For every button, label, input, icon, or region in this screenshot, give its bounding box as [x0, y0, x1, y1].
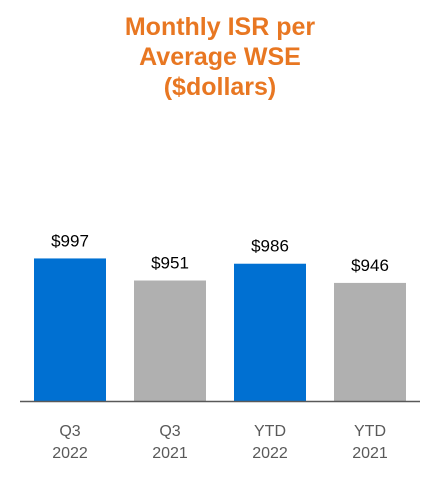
- data-label-1: $997: [51, 231, 89, 250]
- bar-3: [234, 263, 306, 401]
- chart-title: Monthly ISR per Average WSE ($dollars): [0, 12, 440, 102]
- x-tick-label-3-line-1: YTD: [254, 423, 286, 440]
- x-tick-label-1-line-1: Q3: [59, 423, 80, 440]
- bar-1: [34, 258, 106, 401]
- bar-4: [334, 282, 406, 401]
- data-label-2: $951: [151, 254, 189, 273]
- data-label-3: $986: [251, 237, 289, 256]
- x-tick-label-2-line-1: Q3: [159, 423, 180, 440]
- chart-title-line-3: ($dollars): [163, 73, 277, 101]
- chart-title-line-1: Monthly ISR per: [124, 13, 316, 41]
- bar-2: [134, 280, 206, 401]
- x-tick-label-2-line-2: 2021: [152, 445, 188, 462]
- x-tick-label-4-line-1: YTD: [354, 423, 386, 440]
- data-label-4: $946: [351, 256, 389, 275]
- x-tick-label-1-line-2: 2022: [52, 445, 88, 462]
- x-tick-label-4-line-2: 2021: [352, 445, 388, 462]
- chart-title-line-2: Average WSE: [139, 43, 301, 71]
- x-tick-label-3-line-2: 2022: [252, 445, 288, 462]
